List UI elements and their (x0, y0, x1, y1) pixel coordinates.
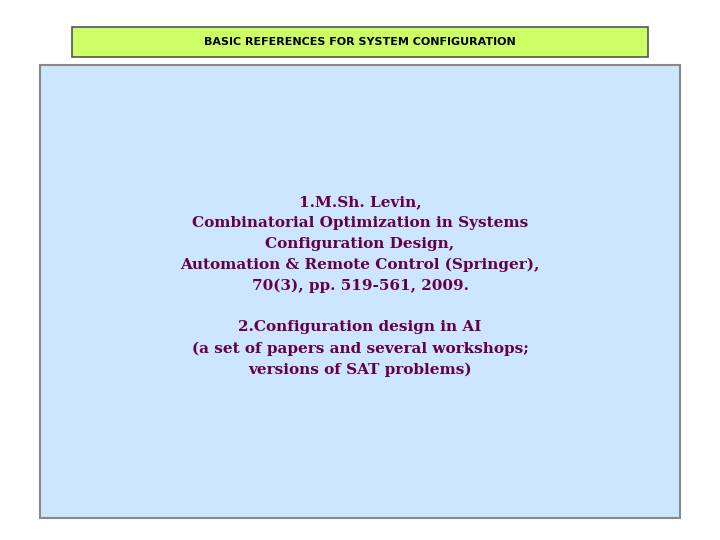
Text: 1.M.Sh. Levin,
Combinatorial Optimization in Systems
Configuration Design,
Autom: 1.M.Sh. Levin, Combinatorial Optimizatio… (180, 195, 540, 377)
Text: BASIC REFERENCES FOR SYSTEM CONFIGURATION: BASIC REFERENCES FOR SYSTEM CONFIGURATIO… (204, 37, 516, 47)
FancyBboxPatch shape (72, 27, 648, 57)
FancyBboxPatch shape (40, 65, 680, 518)
